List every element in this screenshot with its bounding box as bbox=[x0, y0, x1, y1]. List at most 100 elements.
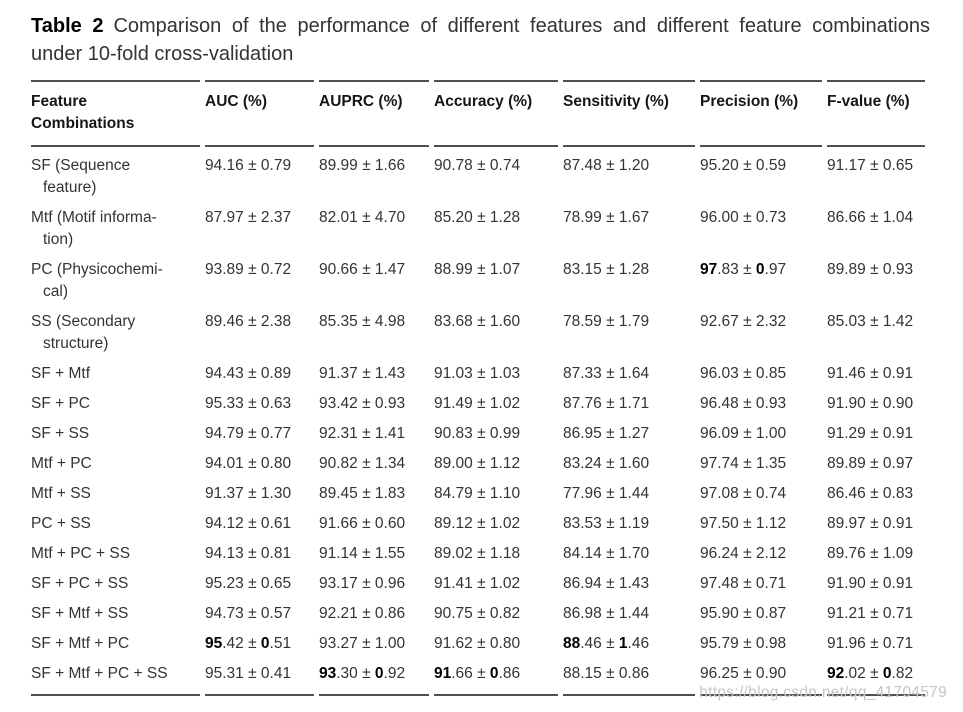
column-header: Sensitivity (%) bbox=[563, 80, 695, 147]
table-row: SF + Mtf + SS 94.73 ± 0.57 92.21 ± 0.86 90.… bbox=[31, 595, 925, 625]
metric-cell: 87.76 ± 1.71 bbox=[563, 395, 650, 412]
metric-cell: 90.82 ± 1.34 bbox=[319, 455, 406, 472]
metric-cell: 90.66 ± 1.47 bbox=[319, 261, 406, 278]
metric-cell: 84.14 ± 1.70 bbox=[563, 545, 650, 562]
metric-cell: 91.17 ± 0.65 bbox=[827, 157, 914, 174]
metric-cell: 94.13 ± 0.81 bbox=[205, 545, 292, 562]
metric-cell: 88.15 ± 0.86 bbox=[563, 655, 695, 696]
caption-text: Comparison of the performance of differe… bbox=[113, 15, 930, 37]
metric-cell: 91.14 ± 1.55 bbox=[319, 545, 406, 562]
metric-cell: 91.62 ± 0.80 bbox=[434, 635, 521, 652]
feature-combination-cell: SF + Mtf + PC bbox=[31, 635, 130, 652]
metric-cell: 85.35 ± 4.98 bbox=[319, 313, 406, 330]
caption-label: Table 2 bbox=[31, 15, 104, 37]
metric-cell: 91.41 ± 1.02 bbox=[434, 575, 521, 592]
metric-cell: 77.96 ± 1.44 bbox=[563, 485, 650, 502]
metric-cell: 94.01 ± 0.80 bbox=[205, 455, 292, 472]
metric-cell: 96.00 ± 0.73 bbox=[700, 209, 787, 226]
metric-cell: 89.02 ± 1.18 bbox=[434, 545, 521, 562]
metric-cell: 94.12 ± 0.61 bbox=[205, 515, 292, 532]
metric-cell: 92.31 ± 1.41 bbox=[319, 425, 406, 442]
column-header: Precision (%) bbox=[700, 80, 822, 147]
metric-cell: 93.89 ± 0.72 bbox=[205, 261, 292, 278]
metric-cell: 85.03 ± 1.42 bbox=[827, 313, 914, 330]
feature-combination-cell: PC + SS bbox=[31, 515, 91, 532]
metric-cell: 91.37 ± 1.43 bbox=[319, 365, 406, 382]
table-row: SF + Mtf 94.43 ± 0.89 91.37 ± 1.43 91.03 ± … bbox=[31, 355, 925, 385]
table-row: Mtf + PC + SS 94.13 ± 0.81 91.14 ± 1.55 89.… bbox=[31, 535, 925, 565]
feature-combination-cell: SF + SS bbox=[31, 425, 90, 442]
metric-cell: 94.79 ± 0.77 bbox=[205, 425, 292, 442]
feature-combination-cell: Mtf + PC bbox=[31, 455, 92, 472]
metric-cell: 93.17 ± 0.96 bbox=[319, 575, 406, 592]
metric-cell: 83.68 ± 1.60 bbox=[434, 313, 521, 330]
metric-cell: 97.50 ± 1.12 bbox=[700, 515, 787, 532]
feature-combination-cell: PC (Physicochemi-cal) bbox=[31, 261, 163, 300]
metric-cell: 97.83 ± 0.97 bbox=[700, 261, 787, 278]
metric-cell: 96.25 ± 0.90 bbox=[700, 655, 822, 696]
feature-combination-cell: SF (Sequence feature) bbox=[31, 157, 131, 196]
column-header: F-value (%) bbox=[827, 80, 925, 147]
metric-cell: 97.08 ± 0.74 bbox=[700, 485, 787, 502]
feature-combination-cell: Mtf (Motif informa-tion) bbox=[31, 209, 157, 248]
feature-combination-cell: Mtf + PC + SS bbox=[31, 545, 131, 562]
metric-cell: 91.37 ± 1.30 bbox=[205, 485, 292, 502]
metric-cell: 89.12 ± 1.02 bbox=[434, 515, 521, 532]
table-body: SF (Sequence feature) 94.16 ± 0.79 89.99 ± … bbox=[31, 147, 925, 696]
metric-cell: 89.89 ± 0.97 bbox=[827, 455, 914, 472]
caption-line-2: under 10-fold cross-validation bbox=[31, 43, 294, 65]
feature-combination-cell: Mtf + SS bbox=[31, 485, 91, 502]
table-header-row: Feature Combinations AUC (%) AUPRC (%) Accur… bbox=[31, 80, 925, 147]
column-header: AUPRC (%) bbox=[319, 80, 429, 147]
metric-cell: 89.46 ± 2.38 bbox=[205, 313, 292, 330]
metric-cell: 91.29 ± 0.91 bbox=[827, 425, 914, 442]
metric-cell: 89.89 ± 0.93 bbox=[827, 261, 914, 278]
feature-combination-cell: SF + Mtf bbox=[31, 365, 90, 382]
watermark: https://blog.csdn.net/qq_41704579 bbox=[699, 684, 947, 701]
metric-cell: 88.99 ± 1.07 bbox=[434, 261, 521, 278]
metric-cell: 95.23 ± 0.65 bbox=[205, 575, 292, 592]
feature-combination-cell: SS (Secondary structure) bbox=[31, 313, 136, 352]
metric-cell: 91.66 ± 0.60 bbox=[319, 515, 406, 532]
table-row: PC + SS 94.12 ± 0.61 91.66 ± 0.60 89.12 ± 1… bbox=[31, 505, 925, 535]
metric-cell: 91.49 ± 1.02 bbox=[434, 395, 521, 412]
metric-cell: 86.95 ± 1.27 bbox=[563, 425, 650, 442]
table-row: SF + PC + SS 95.23 ± 0.65 93.17 ± 0.96 91.4… bbox=[31, 565, 925, 595]
metric-cell: 85.20 ± 1.28 bbox=[434, 209, 521, 226]
table-row: SF + PC 95.33 ± 0.63 93.42 ± 0.93 91.49 ± 1… bbox=[31, 385, 925, 415]
metric-cell: 83.24 ± 1.60 bbox=[563, 455, 650, 472]
metric-cell: 90.78 ± 0.74 bbox=[434, 157, 521, 174]
metric-cell: 95.33 ± 0.63 bbox=[205, 395, 292, 412]
column-header: Feature Combinations bbox=[31, 80, 200, 147]
metric-cell: 87.33 ± 1.64 bbox=[563, 365, 650, 382]
metric-cell: 91.96 ± 0.71 bbox=[827, 635, 914, 652]
metric-cell: 93.27 ± 1.00 bbox=[319, 635, 406, 652]
metric-cell: 95.42 ± 0.51 bbox=[205, 635, 292, 652]
metric-cell: 95.31 ± 0.41 bbox=[205, 655, 314, 696]
metric-cell: 91.21 ± 0.71 bbox=[827, 605, 914, 622]
metric-cell: 97.74 ± 1.35 bbox=[700, 455, 787, 472]
metric-cell: 78.99 ± 1.67 bbox=[563, 209, 650, 226]
metric-cell: 97.48 ± 0.71 bbox=[700, 575, 787, 592]
metric-cell: 96.24 ± 2.12 bbox=[700, 545, 787, 562]
metric-cell: 83.15 ± 1.28 bbox=[563, 261, 650, 278]
metric-cell: 92.02 ± 0.82 bbox=[827, 655, 925, 696]
metric-cell: 91.90 ± 0.90 bbox=[827, 395, 914, 412]
table-row: Mtf + PC 94.01 ± 0.80 90.82 ± 1.34 89.00 ± … bbox=[31, 445, 925, 475]
metric-cell: 96.48 ± 0.93 bbox=[700, 395, 787, 412]
feature-combination-cell: SF + Mtf + SS bbox=[31, 605, 129, 622]
column-header: AUC (%) bbox=[205, 80, 314, 147]
metric-cell: 92.21 ± 0.86 bbox=[319, 605, 406, 622]
metric-cell: 90.83 ± 0.99 bbox=[434, 425, 521, 442]
metric-cell: 92.67 ± 2.32 bbox=[700, 313, 787, 330]
metric-cell: 88.46 ± 1.46 bbox=[563, 635, 650, 652]
metric-cell: 84.79 ± 1.10 bbox=[434, 485, 521, 502]
metric-cell: 89.97 ± 0.91 bbox=[827, 515, 914, 532]
table-row: SF + SS 94.79 ± 0.77 92.31 ± 1.41 90.83 ± 0… bbox=[31, 415, 925, 445]
metric-cell: 82.01 ± 4.70 bbox=[319, 209, 406, 226]
metric-cell: 89.76 ± 1.09 bbox=[827, 545, 914, 562]
metric-cell: 94.43 ± 0.89 bbox=[205, 365, 292, 382]
metric-cell: 86.98 ± 1.44 bbox=[563, 605, 650, 622]
column-header: Accuracy (%) bbox=[434, 80, 558, 147]
